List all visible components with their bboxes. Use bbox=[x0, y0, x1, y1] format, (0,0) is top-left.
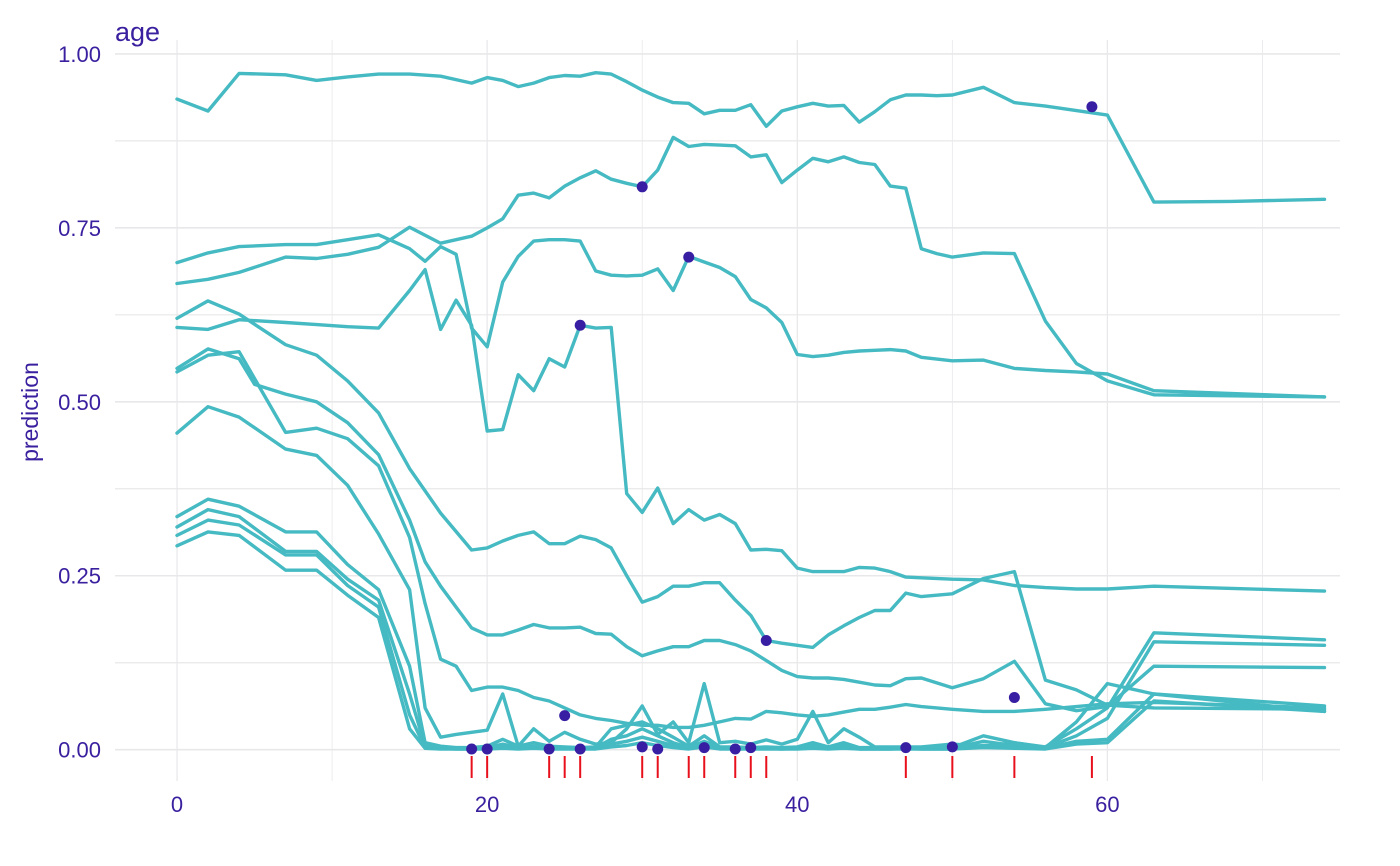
minor-gridlines bbox=[115, 40, 1340, 781]
major-gridlines bbox=[115, 40, 1340, 781]
x-tick-label: 40 bbox=[785, 792, 809, 817]
profile-line bbox=[177, 499, 1325, 748]
x-axis-tick-labels: 0 20 40 60 bbox=[171, 792, 1120, 817]
y-tick-label: 0.50 bbox=[58, 390, 101, 415]
observation-point bbox=[575, 320, 586, 331]
observation-point bbox=[900, 742, 911, 753]
profile-line bbox=[177, 235, 1325, 397]
profile-line bbox=[177, 510, 1325, 749]
rug-marks bbox=[472, 756, 1092, 778]
observation-point bbox=[1086, 101, 1097, 112]
observation-point bbox=[652, 743, 663, 754]
observation-point bbox=[559, 710, 570, 721]
observation-point bbox=[482, 743, 493, 754]
profile-line bbox=[177, 73, 1325, 202]
observation-point bbox=[683, 252, 694, 263]
y-tick-label: 0.25 bbox=[58, 564, 101, 589]
observation-point bbox=[947, 741, 958, 752]
x-tick-label: 0 bbox=[171, 792, 183, 817]
observation-point bbox=[637, 181, 648, 192]
observation-points bbox=[466, 101, 1097, 754]
profile-line bbox=[177, 352, 1325, 728]
x-tick-label: 20 bbox=[475, 792, 499, 817]
observation-point bbox=[544, 743, 555, 754]
y-axis-tick-labels: 0.00 0.25 0.50 0.75 1.00 bbox=[58, 42, 101, 763]
y-tick-label: 0.75 bbox=[58, 216, 101, 241]
observation-point bbox=[761, 635, 772, 646]
y-tick-label: 0.00 bbox=[58, 738, 101, 763]
observation-point bbox=[637, 741, 648, 752]
observation-point bbox=[730, 743, 741, 754]
y-axis-label: prediction bbox=[17, 362, 43, 462]
observation-point bbox=[466, 743, 477, 754]
profile-line bbox=[177, 301, 1325, 709]
observation-point bbox=[699, 742, 710, 753]
observation-point bbox=[745, 742, 756, 753]
profile-lines bbox=[177, 73, 1325, 749]
chart-title: age bbox=[115, 17, 160, 47]
x-tick-label: 60 bbox=[1095, 792, 1119, 817]
profile-line bbox=[177, 349, 1325, 711]
observation-point bbox=[575, 743, 586, 754]
profile-line bbox=[177, 270, 1325, 591]
y-tick-label: 1.00 bbox=[58, 42, 101, 67]
profile-line bbox=[177, 137, 1325, 397]
observation-point bbox=[1009, 692, 1020, 703]
